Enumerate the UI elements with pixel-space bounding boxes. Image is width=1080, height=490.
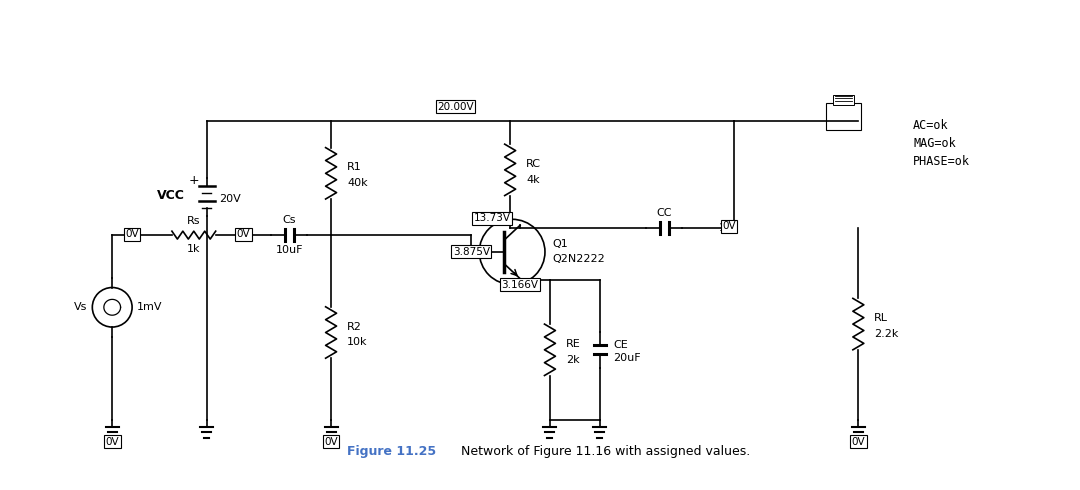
- Text: Network of Figure 11.16 with assigned values.: Network of Figure 11.16 with assigned va…: [448, 445, 750, 458]
- Text: 0V: 0V: [125, 229, 139, 239]
- Text: RE: RE: [566, 339, 581, 349]
- Text: RL: RL: [875, 313, 888, 323]
- Text: Vs: Vs: [73, 302, 87, 312]
- Text: 20uF: 20uF: [613, 353, 642, 363]
- Text: AC=ok
MAG=ok
PHASE=ok: AC=ok MAG=ok PHASE=ok: [913, 120, 970, 169]
- Text: Rs: Rs: [187, 216, 201, 226]
- Text: 3.166V: 3.166V: [501, 280, 539, 290]
- Text: 1uF: 1uF: [719, 223, 740, 233]
- Text: 0V: 0V: [324, 437, 338, 447]
- Text: Q2N2222: Q2N2222: [552, 254, 605, 264]
- Text: 0V: 0V: [723, 221, 735, 231]
- Text: R1: R1: [347, 162, 362, 172]
- Text: 0V: 0V: [106, 437, 119, 447]
- Text: 10uF: 10uF: [275, 245, 303, 255]
- Bar: [826, 102, 861, 130]
- Text: 0V: 0V: [237, 229, 251, 239]
- Text: CC: CC: [657, 208, 672, 219]
- Text: 1k: 1k: [187, 244, 201, 254]
- Text: Cs: Cs: [283, 215, 296, 225]
- Text: CE: CE: [613, 340, 629, 350]
- Text: 13.73V: 13.73V: [474, 213, 511, 223]
- Text: 4k: 4k: [526, 175, 540, 185]
- Text: Q1: Q1: [552, 239, 568, 249]
- Text: VCC: VCC: [157, 189, 185, 202]
- Text: 2k: 2k: [566, 355, 580, 365]
- Text: +: +: [188, 174, 199, 187]
- Bar: [833, 95, 854, 104]
- Text: 20V: 20V: [218, 194, 241, 203]
- Text: 10k: 10k: [347, 338, 367, 347]
- Text: 40k: 40k: [347, 178, 367, 188]
- Text: RC: RC: [526, 159, 541, 169]
- Text: 2.2k: 2.2k: [875, 329, 899, 339]
- Text: 20.00V: 20.00V: [437, 101, 474, 112]
- Text: 3.875V: 3.875V: [453, 247, 490, 257]
- Text: Figure 11.25: Figure 11.25: [347, 445, 435, 458]
- Text: 0V: 0V: [851, 437, 865, 447]
- Text: 1mV: 1mV: [137, 302, 163, 312]
- Text: R2: R2: [347, 321, 362, 332]
